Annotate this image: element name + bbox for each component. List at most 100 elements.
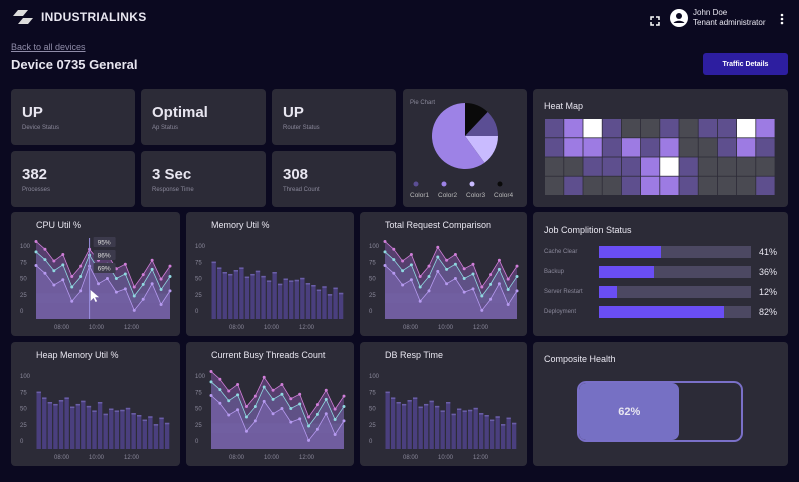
bar-cap <box>468 409 473 412</box>
y-tick-label: 50 <box>369 277 376 283</box>
tooltip-box <box>93 250 116 260</box>
y-tick-label: 50 <box>20 277 27 283</box>
bar <box>462 410 467 449</box>
bar <box>222 272 227 319</box>
bar <box>484 415 489 449</box>
bar <box>451 413 456 449</box>
heat-cell <box>679 157 698 176</box>
bar <box>217 267 222 319</box>
data-point <box>401 259 405 263</box>
job-progress-bar <box>599 246 751 258</box>
bar-cap <box>217 267 222 269</box>
data-point <box>298 417 302 421</box>
bar-cap <box>131 413 136 415</box>
bar <box>75 403 80 449</box>
brand-name: INDUSTRIALINKS <box>41 10 147 24</box>
fullscreen-icon[interactable] <box>650 13 660 31</box>
bar <box>402 403 407 449</box>
stat-value: UP <box>283 104 304 121</box>
bar <box>81 400 86 449</box>
data-point <box>453 262 457 266</box>
x-tick-label: 10:00 <box>264 455 280 461</box>
stat-label: Router Status <box>283 125 320 131</box>
tooltip-box <box>93 237 116 247</box>
bar-cap <box>462 410 467 412</box>
stat-value: 308 <box>283 166 309 183</box>
y-tick-label: 0 <box>195 439 199 445</box>
y-tick-label: 100 <box>20 244 31 250</box>
bar-cap <box>97 402 103 404</box>
bar <box>490 419 495 449</box>
bar-cap <box>272 272 277 274</box>
bar <box>261 275 266 319</box>
bar <box>36 391 41 449</box>
heat-cell <box>717 176 737 195</box>
pie-slice <box>432 103 485 169</box>
heat-cell <box>756 157 775 176</box>
bar-cap <box>81 400 86 403</box>
data-point <box>236 393 240 397</box>
brand-logo[interactable]: INDUSTRIALINKS <box>13 10 147 24</box>
data-point <box>497 267 501 271</box>
series-line <box>210 371 345 418</box>
data-point <box>150 258 154 262</box>
heat-cell <box>602 119 621 138</box>
pie-slice <box>465 111 498 136</box>
data-point <box>324 397 328 401</box>
traffic-details-button[interactable]: Traffic Details <box>703 53 788 75</box>
job-progress-bar <box>599 306 751 318</box>
bar-cap <box>418 406 423 409</box>
bar <box>322 286 327 319</box>
data-point <box>79 289 83 293</box>
data-point <box>34 239 38 243</box>
y-tick-label: 75 <box>20 390 27 396</box>
data-point <box>289 420 293 424</box>
job-row: Server Restart 12% <box>544 286 784 298</box>
data-point <box>427 275 431 279</box>
data-point <box>298 392 302 396</box>
bar <box>109 408 114 449</box>
tooltip-value: 86% <box>98 253 111 260</box>
bar-cap <box>250 273 255 276</box>
more-vert-icon[interactable] <box>780 12 784 30</box>
heat-cell <box>660 119 679 138</box>
bar <box>278 283 283 319</box>
heat-map-card: Heat Map <box>533 89 788 207</box>
data-point <box>497 282 501 286</box>
cpu-chart: 0 25 50 75 100 08:00 10:00 12:00 95% 86% 69% <box>20 237 172 331</box>
bar <box>512 422 517 449</box>
bar <box>468 409 473 449</box>
data-point <box>315 403 319 407</box>
bar <box>501 424 506 449</box>
bar-cap <box>327 294 333 296</box>
heat-cell <box>621 176 641 195</box>
heat-cell <box>737 138 756 157</box>
bar <box>473 407 478 449</box>
data-point <box>253 419 257 423</box>
data-point <box>392 271 396 275</box>
y-tick-label: 25 <box>195 423 202 429</box>
data-point <box>307 424 311 428</box>
data-point <box>262 399 266 403</box>
bar-cap <box>109 408 114 410</box>
data-point <box>271 397 275 401</box>
bar <box>131 413 136 449</box>
bar <box>86 405 92 449</box>
bar-cap <box>512 422 517 425</box>
bar-cap <box>289 280 294 282</box>
data-point <box>79 275 83 279</box>
bar <box>58 400 64 449</box>
data-point <box>506 277 510 281</box>
job-percent: 36% <box>759 267 778 277</box>
y-tick-label: 50 <box>195 277 202 283</box>
bar <box>114 410 120 449</box>
heat-cell <box>660 176 679 195</box>
data-point <box>418 275 422 279</box>
user-menu[interactable]: John Doe Tenant administrator <box>670 8 765 28</box>
data-point <box>218 401 222 405</box>
pie-title: Pie Chart <box>410 100 436 106</box>
bar <box>244 276 250 319</box>
data-point <box>141 297 145 301</box>
bar-cap <box>333 287 338 290</box>
back-link[interactable]: Back to all devices <box>11 42 86 52</box>
